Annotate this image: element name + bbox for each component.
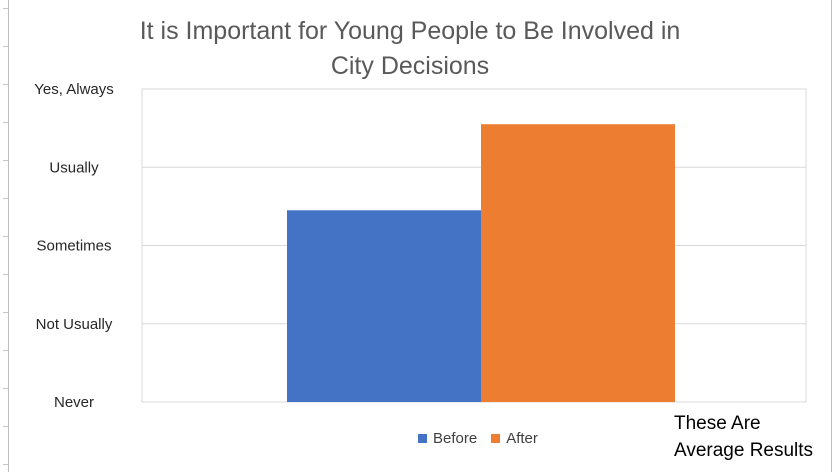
chart-title: It is Important for Young People to Be I…: [139, 17, 681, 80]
legend: Before After: [418, 430, 552, 447]
chart-frame: [8, 0, 832, 472]
annotation-note: These Are Average Results: [674, 413, 814, 461]
bar-before: [287, 210, 481, 402]
frame-tick: [3, 122, 8, 123]
frame-tick: [3, 236, 8, 237]
frame-tick-marks: [0, 0, 8, 472]
y-axis-tick-labels: Never Not Usually Sometimes Usually Yes, Alw…: [34, 81, 114, 411]
frame-tick: [3, 312, 8, 313]
legend-swatch-after: [491, 434, 501, 443]
frame-tick: [3, 464, 8, 465]
legend-label-before: Before: [433, 430, 478, 447]
frame-tick: [3, 274, 8, 275]
y-tick-label: Sometimes: [36, 238, 111, 255]
y-tick-label: Usually: [49, 159, 99, 176]
legend-label-after: After: [506, 430, 538, 447]
frame-tick: [3, 198, 8, 199]
frame-tick: [3, 160, 8, 161]
frame-tick: [3, 388, 8, 389]
y-tick-label: Not Usually: [36, 316, 113, 333]
bars: [287, 124, 675, 403]
frame-tick: [3, 46, 8, 47]
frame-tick: [3, 84, 8, 85]
y-tick-label: Yes, Always: [34, 81, 114, 98]
legend-swatch-before: [418, 434, 427, 443]
frame-tick: [3, 426, 8, 427]
frame-tick: [3, 350, 8, 351]
bar-after: [481, 124, 675, 403]
legend-item-after: After: [491, 430, 538, 447]
legend-item-before: Before: [418, 430, 477, 447]
y-tick-label: Never: [54, 394, 94, 411]
frame-tick: [3, 8, 8, 9]
